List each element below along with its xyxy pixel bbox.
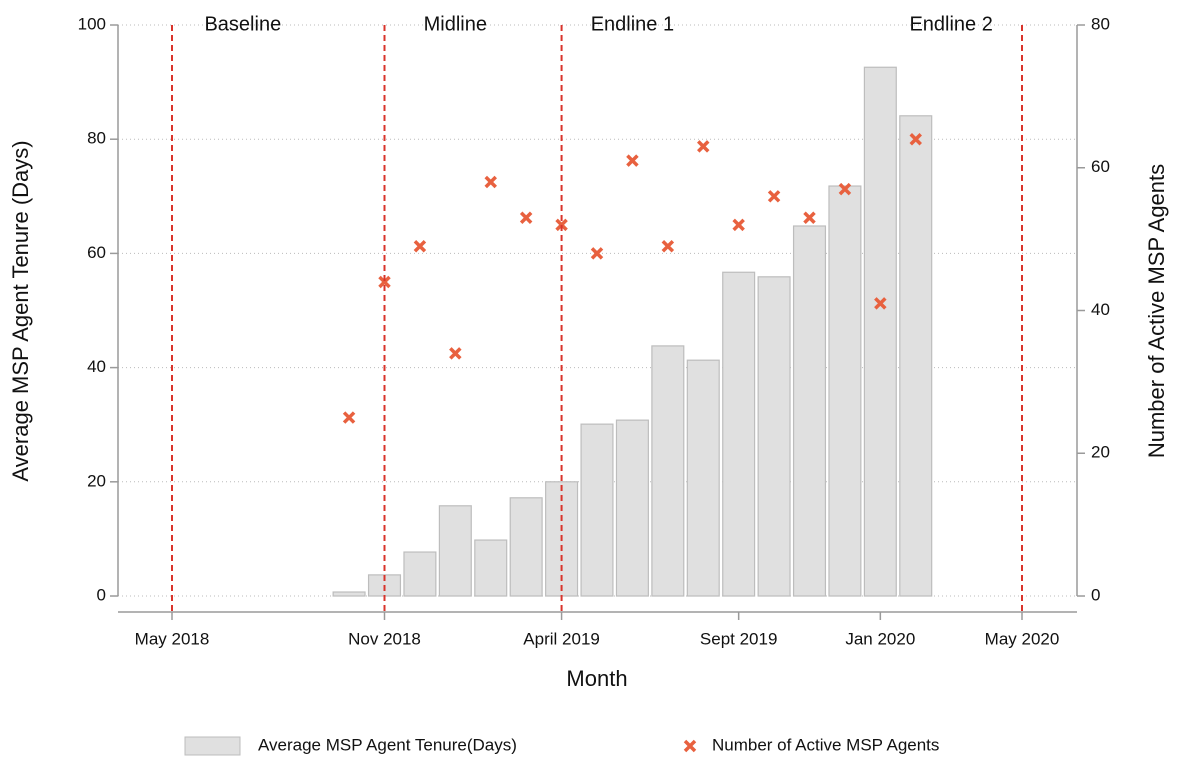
y-tick-label: 0 <box>97 585 106 604</box>
legend-label: Number of Active MSP Agents <box>712 735 939 754</box>
marker <box>378 275 391 289</box>
marker <box>342 411 356 424</box>
legend-label: Average MSP Agent Tenure(Days) <box>258 735 517 754</box>
bar <box>828 185 862 597</box>
bar <box>757 276 791 597</box>
x-tick-label: April 2019 <box>523 629 600 648</box>
marker <box>519 211 533 224</box>
y2-tick-label: 20 <box>1091 443 1110 462</box>
y-tick-label: 40 <box>87 357 106 376</box>
phase-label: Baseline <box>204 13 281 35</box>
bar <box>863 66 897 597</box>
bar <box>722 271 756 597</box>
y2-tick-label: 60 <box>1091 157 1110 176</box>
x-tick-label: Jan 2020 <box>845 629 915 648</box>
bar <box>651 345 685 597</box>
phase-label: Endline 1 <box>591 13 674 35</box>
marker <box>413 240 427 253</box>
y2-axis-title: Number of Active MSP Agents <box>1144 164 1169 458</box>
x-tick-label: May 2018 <box>135 629 210 648</box>
x-tick-label: Nov 2018 <box>348 629 421 648</box>
y2-tick-label: 0 <box>1091 585 1100 604</box>
y-tick-label: 60 <box>87 243 106 262</box>
marker <box>767 190 781 203</box>
marker <box>909 132 922 146</box>
marker <box>449 347 462 360</box>
bar <box>615 419 649 597</box>
bar <box>474 539 508 597</box>
y-tick-label: 80 <box>87 129 106 148</box>
bar <box>332 591 366 597</box>
y-tick-label: 100 <box>78 14 106 33</box>
y2-tick-label: 40 <box>1091 300 1110 319</box>
x-tick-label: May 2020 <box>985 629 1060 648</box>
y2-tick-label: 80 <box>1091 14 1110 33</box>
phase-label: Midline <box>424 13 487 35</box>
bar <box>509 497 543 597</box>
bar <box>899 115 933 597</box>
bar <box>686 359 720 597</box>
x-tick-label: Sept 2019 <box>700 629 778 648</box>
phase-label: Endline 2 <box>909 13 992 35</box>
x-axis-title: Month <box>566 666 627 691</box>
marker <box>874 297 887 310</box>
bar <box>438 505 472 597</box>
legend-swatch <box>184 736 241 756</box>
marker <box>697 140 710 153</box>
bar <box>792 225 827 597</box>
marker <box>484 175 497 189</box>
y-axis-title: Average MSP Agent Tenure (Days) <box>8 140 33 481</box>
bar <box>403 551 437 597</box>
marker <box>626 154 639 167</box>
marker <box>555 218 568 232</box>
marker <box>661 240 675 253</box>
marker <box>590 247 604 260</box>
y-tick-label: 20 <box>87 471 106 490</box>
bar <box>580 423 614 597</box>
marker <box>803 211 816 224</box>
marker <box>838 182 852 196</box>
legend-marker <box>683 739 697 753</box>
marker <box>732 218 745 232</box>
